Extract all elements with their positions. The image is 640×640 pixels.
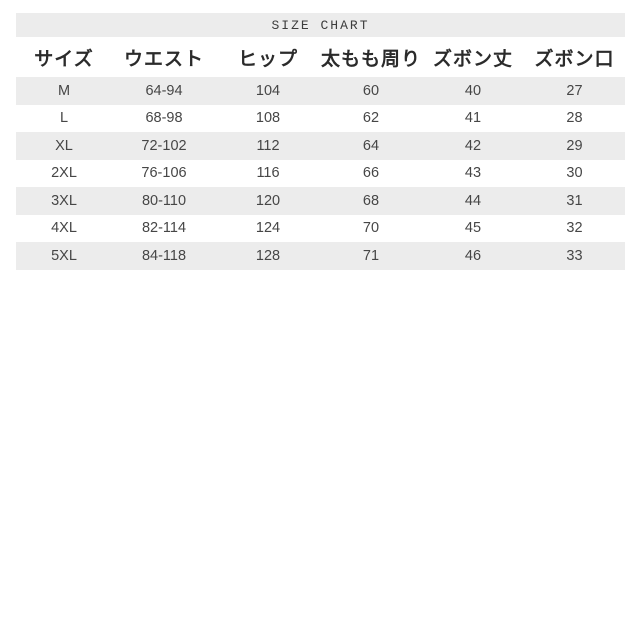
- table-row: M 64-94 104 60 40 27: [16, 77, 625, 105]
- table-cell: 27: [566, 82, 583, 99]
- table-cell: 4XL: [51, 220, 77, 237]
- table-cell: 3XL: [51, 192, 77, 209]
- table-cell: 112: [256, 137, 280, 154]
- size-chart: SIZE CHART サイズ ウエスト ヒップ 太もも周り ズボン丈 ズボン口 …: [16, 13, 625, 270]
- table-header-row: サイズ ウエスト ヒップ 太もも周り ズボン丈 ズボン口: [16, 37, 625, 77]
- table-cell: 30: [566, 165, 583, 182]
- table-cell: 104: [255, 82, 281, 99]
- table-cell: 71: [362, 247, 380, 264]
- table-cell: 43: [464, 165, 482, 182]
- table-cell: 40: [464, 82, 482, 99]
- table-cell: M: [57, 82, 71, 99]
- table-cell: 64-94: [145, 82, 183, 99]
- table-cell: 28: [566, 110, 583, 127]
- column-header-thigh: 太もも周り: [320, 48, 421, 70]
- table-cell: 45: [464, 220, 482, 237]
- table-row: 5XL 84-118 128 71 46 33: [16, 242, 625, 270]
- table-cell: 68-98: [145, 110, 183, 127]
- table-cell: 84-118: [141, 247, 187, 264]
- table-cell: 72-102: [141, 137, 187, 154]
- table-cell: 41: [464, 110, 482, 127]
- table-cell: 2XL: [51, 165, 77, 182]
- column-header-hip: ヒップ: [237, 48, 298, 70]
- table-cell: 116: [256, 165, 280, 182]
- table-cell: 62: [362, 110, 380, 127]
- table-cell: 80-110: [141, 192, 187, 209]
- table-cell: 66: [362, 165, 380, 182]
- table-cell: 44: [464, 192, 482, 209]
- chart-title-band: SIZE CHART: [16, 13, 625, 37]
- table-cell: 124: [255, 220, 281, 237]
- table-cell: 5XL: [51, 247, 77, 264]
- table-cell: 32: [566, 220, 583, 237]
- table-row: 2XL 76-106 116 66 43 30: [16, 159, 625, 187]
- column-header-length: ズボン丈: [432, 48, 513, 70]
- table-cell: 46: [464, 247, 482, 264]
- column-header-size: サイズ: [34, 48, 94, 70]
- table-row: 4XL 82-114 124 70 45 32: [16, 214, 625, 242]
- table-cell: L: [59, 110, 69, 127]
- table-cell: 42: [464, 137, 482, 154]
- table-cell: 128: [255, 247, 281, 264]
- table-row: XL 72-102 112 64 42 29: [16, 132, 625, 160]
- table-cell: 60: [362, 82, 380, 99]
- table-cell: XL: [55, 137, 73, 154]
- table-cell: 120: [255, 192, 281, 209]
- table-row: L 68-98 108 62 41 28: [16, 104, 625, 132]
- table-cell: 68: [362, 192, 380, 209]
- table-cell: 108: [255, 110, 281, 127]
- table-cell: 29: [566, 137, 583, 154]
- table-row: 3XL 80-110 120 68 44 31: [16, 187, 625, 215]
- chart-title: SIZE CHART: [271, 17, 370, 33]
- column-header-hem: ズボン口: [534, 48, 615, 70]
- column-header-waist: ウエスト: [123, 48, 204, 70]
- table-cell: 70: [362, 220, 380, 237]
- table-cell: 76-106: [141, 165, 187, 182]
- table-cell: 64: [362, 137, 380, 154]
- table-cell: 31: [566, 192, 583, 209]
- table-cell: 33: [566, 247, 583, 264]
- table-cell: 82-114: [141, 220, 187, 237]
